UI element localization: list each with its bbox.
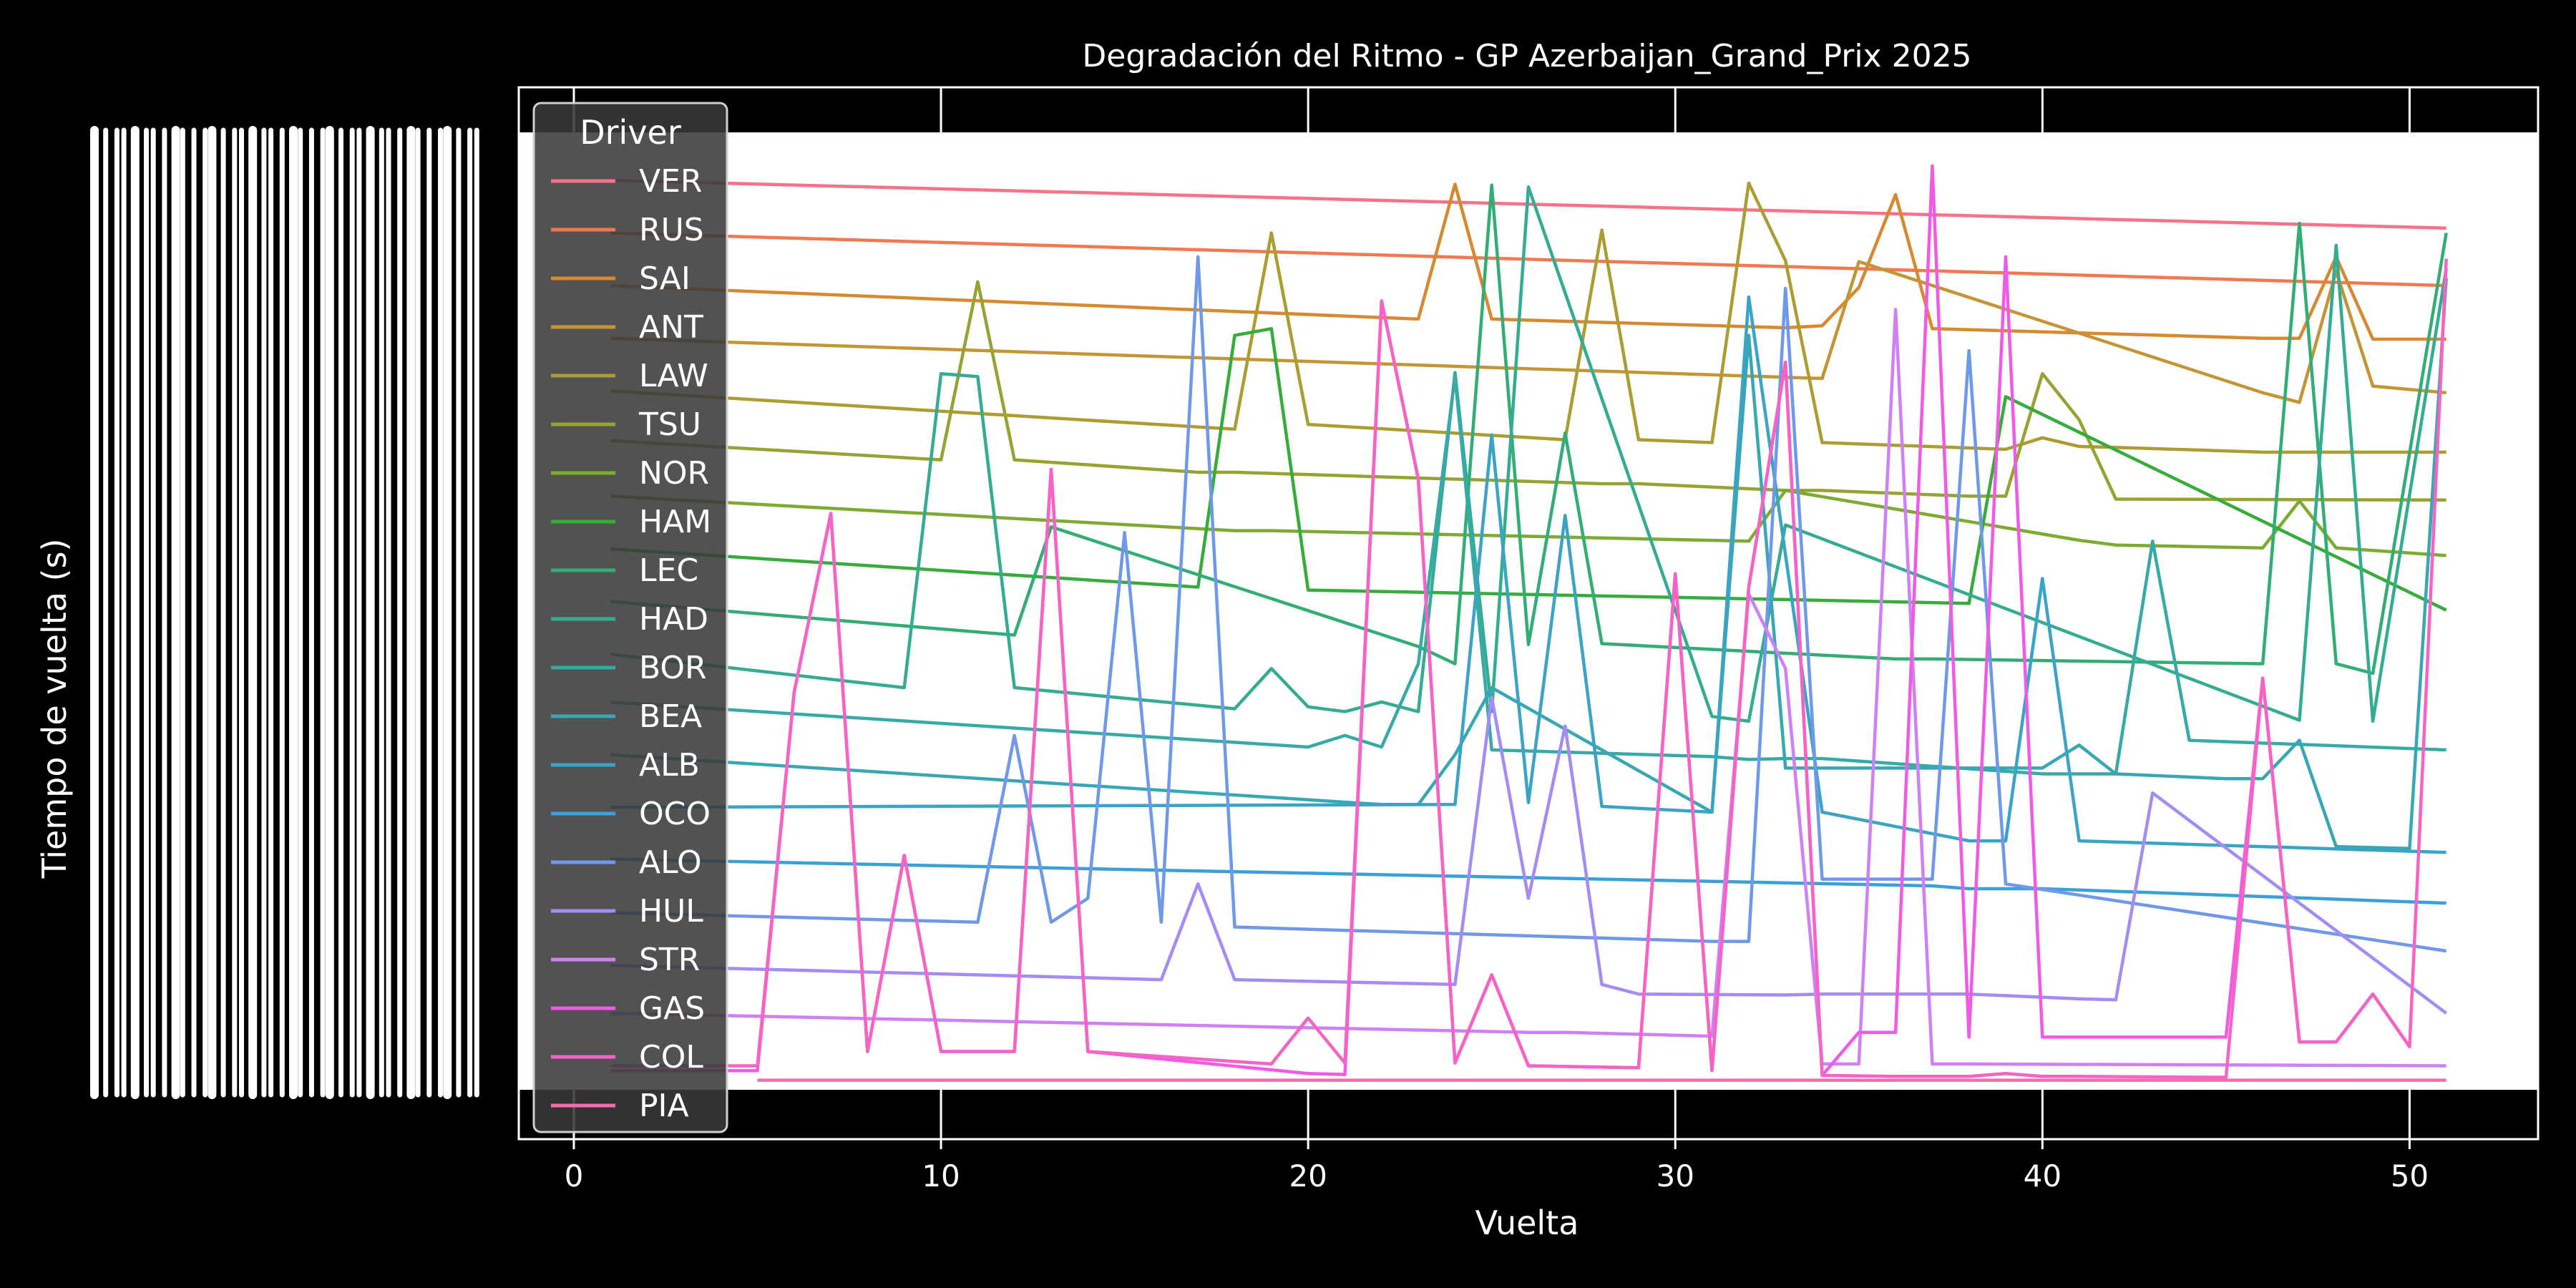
series-line-hul <box>610 696 2448 1015</box>
series-line-bea <box>610 278 2448 851</box>
series-line-oco <box>610 857 2446 905</box>
x-tick-label: 0 <box>565 1158 584 1194</box>
x-tick-label: 10 <box>922 1158 960 1194</box>
series-line-str <box>610 308 2446 1068</box>
series-line-tsu <box>610 280 2446 502</box>
legend-label-ver: VER <box>639 163 702 200</box>
legend-label-ant: ANT <box>639 309 703 346</box>
series-line-sai <box>610 182 2446 341</box>
legend-label-law: LAW <box>639 358 708 394</box>
legend-label-ham: HAM <box>639 504 711 540</box>
series-line-lec <box>610 183 2448 675</box>
y-axis-label: Tiempo de vuelta (s) <box>35 539 74 879</box>
legend-label-str: STR <box>639 942 700 978</box>
legend-label-col: COL <box>639 1039 703 1075</box>
series-line-col <box>610 258 2448 1079</box>
series-line-had <box>610 185 2448 723</box>
series-line-rus <box>610 231 2446 288</box>
legend-items: VER RUS SAI ANT LAW TSU NOR HAM LEC HAD BOR BEA ALB O… <box>551 163 711 1124</box>
legend-box <box>532 102 728 1133</box>
series-line-ant <box>610 260 2446 404</box>
legend: Driver VER RUS SAI ANT LAW TSU NOR HAM LEC HAD BOR… <box>532 102 728 1133</box>
legend-title: Driver <box>580 113 681 152</box>
legend-label-bea: BEA <box>639 698 702 735</box>
legend-label-pia: PIA <box>639 1088 689 1124</box>
legend-label-oco: OCO <box>639 796 711 832</box>
legend-label-lec: LEC <box>639 552 698 589</box>
legend-label-gas: GAS <box>639 990 705 1027</box>
y-axis-tick-labels-overlapped <box>90 126 479 1099</box>
legend-label-rus: RUS <box>639 212 704 248</box>
legend-label-nor: NOR <box>639 455 709 492</box>
legend-label-alo: ALO <box>639 844 702 881</box>
series-lines <box>610 164 2448 1082</box>
x-tick-label: 40 <box>2024 1158 2062 1194</box>
series-line-bor <box>610 374 2446 776</box>
series-line-alo <box>610 255 2447 953</box>
x-tick-label: 30 <box>1657 1158 1694 1194</box>
x-axis-label: Vuelta <box>1475 1204 1579 1242</box>
legend-label-alb: ALB <box>639 747 700 784</box>
chart-title: Degradación del Ritmo - GP Azerbaijan_Gr… <box>1082 38 1971 74</box>
plot-frame <box>517 86 2540 1141</box>
x-tick-label: 20 <box>1289 1158 1327 1194</box>
x-tick-label: 50 <box>2391 1158 2429 1194</box>
series-line-alb <box>610 295 2446 854</box>
plot-area <box>517 86 2540 1141</box>
legend-label-bor: BOR <box>639 650 707 686</box>
plot-white-band <box>519 132 2538 1090</box>
x-axis-ticks: 0 10 20 30 40 50 <box>565 1139 2429 1194</box>
series-line-nor <box>610 489 2446 557</box>
legend-label-sai: SAI <box>639 260 691 297</box>
legend-label-had: HAD <box>639 601 708 638</box>
legend-label-tsu: TSU <box>638 406 701 443</box>
legend-label-hul: HUL <box>639 893 703 930</box>
